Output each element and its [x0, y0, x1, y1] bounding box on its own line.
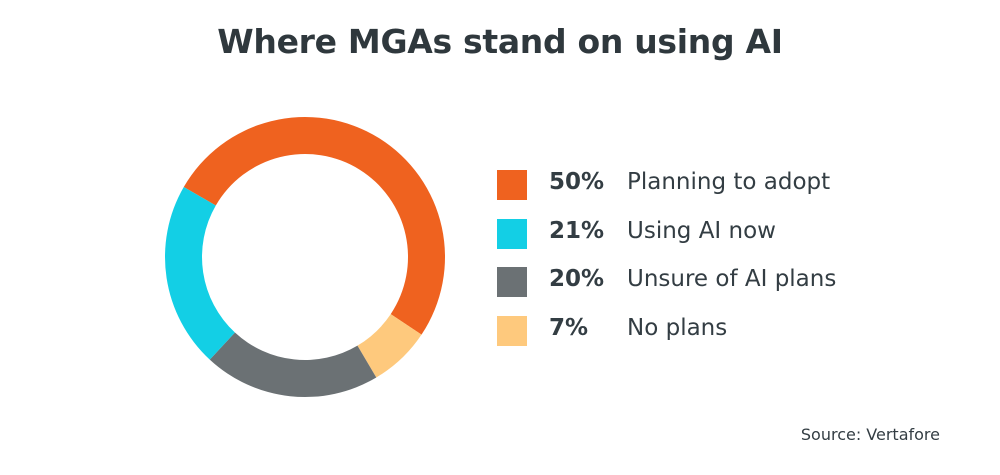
donut-slice-unsure-of-ai-plans — [209, 332, 377, 397]
legend-label: No plans — [627, 314, 728, 341]
legend-label: Unsure of AI plans — [627, 266, 837, 292]
donut-slice-planning-to-adopt — [183, 116, 446, 335]
legend-percent: 7% — [549, 314, 589, 341]
legend-percent: 21% — [549, 217, 605, 244]
chart-title: Where MGAs stand on using AI — [217, 22, 783, 61]
source-note: Source: Vertafore — [800, 425, 940, 444]
legend-percent: 20% — [549, 266, 605, 292]
legend-label: Using AI now — [627, 217, 776, 244]
legend-swatch — [497, 315, 527, 346]
donut-chart — [165, 116, 446, 397]
donut-slice-using-ai-now — [165, 187, 235, 360]
legend-swatch — [497, 218, 527, 249]
donut-slice-no-plans — [357, 314, 422, 378]
legend-swatch — [497, 170, 527, 200]
legend-percent: 50% — [549, 169, 605, 195]
legend-label: Planning to adopt — [627, 169, 831, 195]
legend-swatch — [497, 267, 527, 297]
